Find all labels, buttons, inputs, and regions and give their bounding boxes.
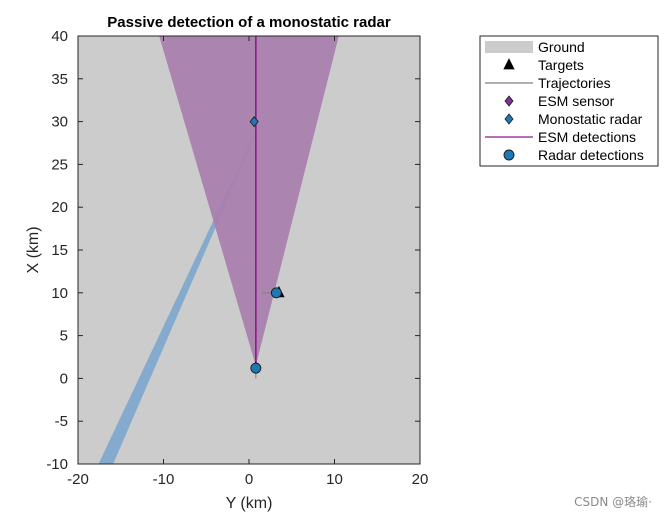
plot-area: [78, 36, 420, 464]
monostatic-radar-point-0: [249, 115, 259, 128]
y-tick-label: 20: [51, 199, 68, 216]
legend-label-trajectories: Trajectories: [538, 75, 611, 91]
radar-detections-point-1: [250, 362, 262, 374]
y-tick-label: 40: [51, 28, 68, 45]
y-tick-label: -10: [46, 456, 68, 473]
y-tick-label: 15: [51, 242, 68, 259]
y-tick-label: -5: [55, 413, 68, 430]
radar-detections-point-0: [270, 287, 282, 299]
legend-label-radar-detections: Radar detections: [538, 147, 644, 163]
plot-clipped-group: [98, 36, 339, 464]
legend-label-monostatic-radar: Monostatic radar: [538, 111, 643, 127]
y-tick-label: 5: [60, 328, 68, 345]
x-axis-label: Y (km): [226, 495, 273, 512]
x-tick-label: 0: [245, 471, 253, 488]
esm-field-of-view-region: [159, 36, 339, 366]
legend-label-targets: Targets: [538, 57, 584, 73]
y-tick-label: 0: [60, 370, 68, 387]
y-tick-label: 10: [51, 285, 68, 302]
legend-swatch-monostatic-radar: [504, 113, 514, 125]
watermark: CSDN @珞瑜·: [574, 495, 652, 509]
legend-swatch-targets: [503, 58, 515, 70]
y-tick-label: 35: [51, 71, 68, 88]
chart-title: Passive detection of a monostatic radar: [107, 14, 391, 31]
y-tick-label: 30: [51, 114, 68, 131]
y-tick-label: 25: [51, 156, 68, 173]
y-axis-label: X (km): [25, 226, 42, 273]
legend-swatch-ground: [485, 41, 533, 53]
legend-swatch-esm-sensor: [504, 95, 514, 107]
x-tick-label: 10: [326, 471, 343, 488]
x-tick-label: -20: [67, 471, 89, 488]
legend-label-esm-sensor: ESM sensor: [538, 93, 615, 109]
legend-swatch-radar-detections: [503, 149, 515, 161]
legend-label-esm-detections: ESM detections: [538, 129, 636, 145]
legend: Ground Targets Trajectories ESM sensor Monos…: [479, 35, 659, 167]
x-tick-label: 20: [412, 471, 429, 488]
x-tick-label: -10: [153, 471, 175, 488]
legend-label-ground: Ground: [538, 39, 585, 55]
